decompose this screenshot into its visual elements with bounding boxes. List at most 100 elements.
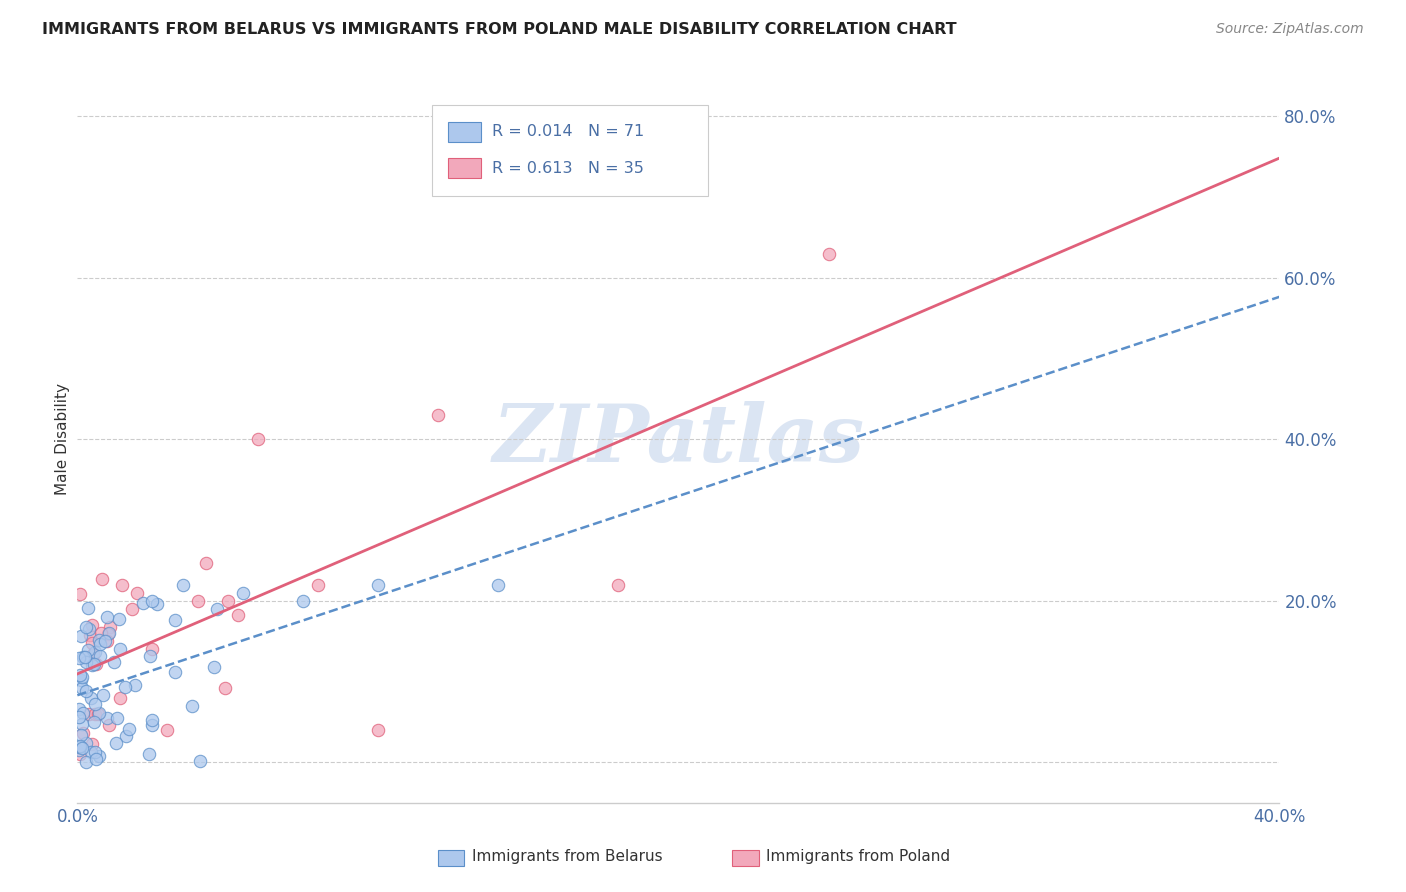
Point — [138, 648, 160, 663]
Point — [70, 716, 93, 731]
Point — [110, 641, 132, 656]
Point — [84, 706, 107, 721]
Point — [70, 740, 93, 755]
Point — [80, 745, 103, 759]
Point — [90, 572, 112, 586]
Point — [97, 627, 120, 641]
Point — [67, 702, 90, 716]
Point — [89, 749, 111, 764]
Point — [87, 706, 110, 721]
Point — [97, 717, 120, 731]
Point — [163, 665, 186, 679]
Bar — [447, 121, 481, 142]
Point — [156, 723, 179, 737]
Bar — [439, 850, 464, 866]
Point — [114, 680, 136, 694]
Point — [96, 711, 118, 725]
Point — [84, 645, 107, 659]
Point — [141, 713, 163, 727]
Point — [72, 706, 94, 721]
Point — [75, 620, 97, 634]
Point — [82, 737, 104, 751]
Text: R = 0.014   N = 71: R = 0.014 N = 71 — [492, 124, 644, 139]
Point — [427, 408, 450, 422]
FancyBboxPatch shape — [432, 105, 709, 195]
Text: Source: ZipAtlas.com: Source: ZipAtlas.com — [1216, 22, 1364, 37]
Point — [77, 643, 100, 657]
Point — [98, 620, 121, 634]
Point — [96, 610, 118, 624]
Point — [77, 706, 100, 721]
Point — [188, 754, 211, 768]
Point — [93, 688, 115, 702]
Point — [226, 608, 249, 623]
Point — [89, 649, 111, 664]
Point — [486, 578, 509, 592]
Point — [217, 594, 239, 608]
Point — [82, 618, 104, 632]
Point — [67, 743, 90, 757]
Point — [69, 739, 91, 753]
Point — [72, 726, 94, 740]
Point — [181, 698, 204, 713]
Point — [96, 634, 118, 648]
Point — [80, 636, 103, 650]
Point — [105, 736, 128, 750]
Point — [89, 632, 111, 647]
Point — [89, 637, 111, 651]
Point — [75, 655, 97, 669]
Point — [127, 586, 149, 600]
Point — [86, 707, 108, 722]
Point — [84, 657, 107, 671]
Point — [86, 752, 108, 766]
Point — [138, 747, 160, 761]
Point — [114, 729, 136, 743]
Point — [165, 613, 187, 627]
Point — [291, 594, 314, 608]
Point — [67, 651, 90, 665]
Point — [367, 723, 389, 737]
Point — [80, 690, 103, 705]
Point — [124, 678, 146, 692]
Text: R = 0.613   N = 35: R = 0.613 N = 35 — [492, 161, 644, 176]
Point — [67, 739, 90, 754]
Point — [76, 600, 98, 615]
Point — [131, 596, 153, 610]
Point — [246, 432, 269, 446]
Text: Immigrants from Poland: Immigrants from Poland — [766, 849, 950, 864]
Text: IMMIGRANTS FROM BELARUS VS IMMIGRANTS FROM POLAND MALE DISABILITY CORRELATION CH: IMMIGRANTS FROM BELARUS VS IMMIGRANTS FR… — [42, 22, 957, 37]
Point — [186, 594, 209, 608]
Point — [121, 601, 143, 615]
Point — [70, 681, 93, 695]
Point — [607, 578, 630, 592]
Point — [77, 622, 100, 636]
Point — [82, 647, 104, 661]
Point — [141, 642, 163, 657]
Point — [70, 670, 93, 684]
Bar — [733, 850, 759, 866]
Point — [83, 657, 105, 672]
Point — [105, 711, 128, 725]
Point — [367, 578, 389, 592]
Point — [75, 755, 97, 769]
Point — [67, 710, 90, 724]
Point — [70, 673, 93, 688]
Point — [307, 578, 329, 592]
Point — [141, 594, 163, 608]
Point — [98, 626, 121, 640]
Point — [232, 586, 254, 600]
Point — [817, 246, 839, 260]
Point — [118, 723, 141, 737]
Point — [108, 612, 131, 626]
Text: ZIPatlas: ZIPatlas — [492, 401, 865, 478]
Point — [207, 602, 229, 616]
Point — [145, 597, 167, 611]
Point — [83, 745, 105, 759]
Y-axis label: Male Disability: Male Disability — [55, 384, 70, 495]
Point — [202, 659, 225, 673]
Point — [94, 633, 117, 648]
Point — [83, 714, 105, 729]
Point — [108, 690, 131, 705]
Point — [90, 626, 112, 640]
Point — [103, 655, 125, 669]
